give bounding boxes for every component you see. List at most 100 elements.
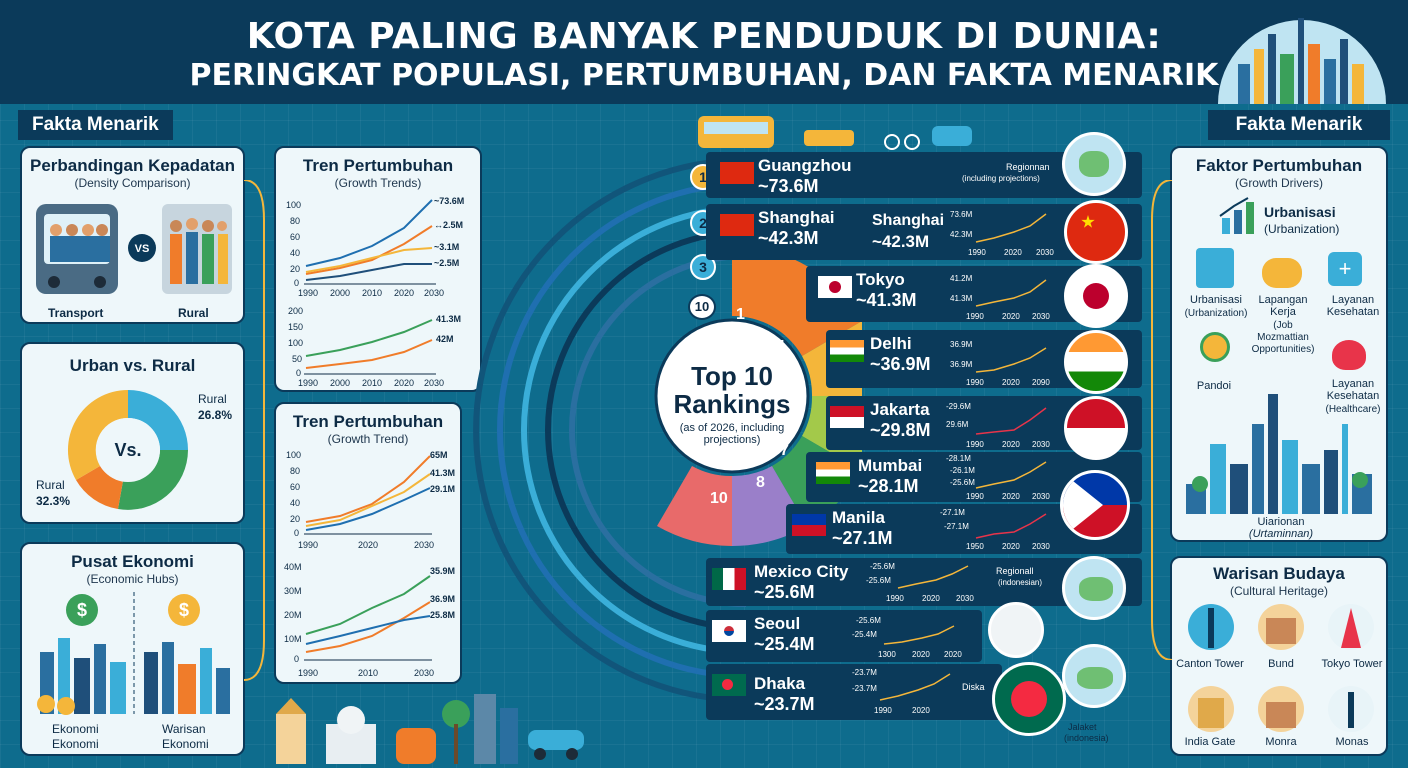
- ring-number-6: 6: [790, 406, 799, 423]
- driver-item-1: Urbanisasi: [1190, 294, 1242, 306]
- driver-item-1-sub: (Urbanization): [1184, 308, 1248, 319]
- heritage-item-3: Tokyo Tower: [1321, 658, 1383, 670]
- rank-year-1: 1990: [966, 312, 984, 321]
- drivers-subtitle: (Growth Drivers): [1234, 176, 1323, 190]
- drivers-title: Faktor Pertumbuhan: [1195, 156, 1363, 175]
- rank-tick-2: -23.7M: [852, 684, 877, 693]
- rank-tick-2: -25.4M: [852, 630, 877, 639]
- t2b-y-30m: 30M: [284, 586, 302, 596]
- flag-china-icon: [720, 162, 754, 184]
- flag-philippines-circle-icon: [1060, 470, 1130, 540]
- flag-japan-circle-icon: [1064, 264, 1128, 328]
- rank-note: Regionall: [996, 566, 1034, 576]
- flag-india-circle-icon: [1064, 330, 1128, 394]
- driver-item-2b: Kerja: [1270, 306, 1296, 318]
- rank-year-1: 1300: [878, 650, 896, 659]
- trend1-subtitle: (Growth Trends): [334, 176, 422, 190]
- rank-year-2: 2020: [912, 706, 930, 715]
- heritage-item-2: Bund: [1268, 658, 1294, 670]
- t1-label-2: ↔2.5M: [434, 220, 463, 230]
- city-buildings-icon: [1196, 248, 1234, 288]
- rank-pop: ~25.4M: [754, 634, 815, 654]
- flag-china-circle-icon: [1064, 200, 1128, 264]
- rank-year-3: 2030: [1032, 312, 1050, 321]
- rank-row-seoul[interactable]: Seoul ~25.4M -25.6M -25.4M 1300 2020 202…: [706, 610, 982, 662]
- t2-label-3: 29.1M: [430, 484, 455, 494]
- t1b-y-100: 100: [288, 338, 303, 348]
- urb-title: Urbanisasi: [1264, 204, 1336, 220]
- map-indonesia-icon: [1062, 644, 1126, 708]
- econ-subtitle: (Economic Hubs): [86, 572, 179, 586]
- rank-city: Seoul: [754, 614, 801, 633]
- rank-row-mumbai[interactable]: Mumbai ~28.1M -28.1M -26.1M -25.6M 1990 …: [806, 452, 1142, 502]
- rank-row-dhaka[interactable]: Dhaka ~23.7M -23.7M -23.7M 1990 2020 Dis…: [706, 664, 1002, 720]
- page-title: KOTA PALING BANYAK PENDUDUK DI DUNIA:: [246, 16, 1162, 57]
- rank-pop: ~73.6M: [758, 176, 819, 196]
- driver-item-2: Lapangan: [1258, 294, 1308, 306]
- t2b-y-20m: 20M: [284, 610, 302, 620]
- donut-label-2: Rural: [36, 478, 65, 492]
- t2-y-100: 100: [286, 450, 301, 460]
- t1-y-80: 80: [290, 216, 300, 226]
- flag-india-icon: [816, 462, 850, 484]
- flag-philippines-icon: [792, 514, 826, 536]
- t2-label-1: 65M: [430, 450, 448, 460]
- rank-city: Guangzhou: [758, 156, 852, 175]
- trend1-line-charts: 100 80 60 40 20 0 1990 2000 2010 2020 20…: [286, 196, 464, 388]
- rank-pop: ~27.1M: [832, 528, 893, 548]
- t1-x-2010: 2010: [362, 288, 382, 298]
- t1b-label-2: 42M: [436, 334, 454, 344]
- heritage-item-5: Monra: [1265, 736, 1297, 748]
- urb-subtitle: (Urbanization): [1264, 222, 1340, 236]
- rank-year-2: 2020: [1004, 248, 1022, 257]
- density-label-rural: Rural: [178, 306, 209, 320]
- t2b-x-1990: 1990: [298, 668, 318, 678]
- t1b-y-50: 50: [292, 354, 302, 364]
- canton-tower-icon[interactable]: [1188, 604, 1234, 650]
- heritage-subtitle: (Cultural Heritage): [1229, 584, 1329, 598]
- rank-sparkline: [879, 673, 951, 701]
- rank-tick-3: -25.6M: [950, 478, 975, 487]
- rank-year-1: 1990: [886, 594, 904, 603]
- t1-x-1990: 1990: [298, 288, 318, 298]
- rank-city: Delhi: [870, 334, 912, 353]
- ring-number-4: 4: [776, 338, 785, 355]
- rank-tick-1: 41.2M: [950, 274, 973, 283]
- t2-y-60: 60: [290, 482, 300, 492]
- econ-label-a2: Ekonomi: [52, 737, 99, 751]
- econ-label-b2: Ekonomi: [162, 737, 209, 751]
- bund-icon[interactable]: [1258, 604, 1304, 650]
- econ-title: Pusat Ekonomi: [71, 552, 194, 571]
- map-southeast-asia-icon: [1062, 556, 1126, 620]
- driver-item-3: Layanan: [1331, 294, 1375, 306]
- right-connectors: [1151, 180, 1172, 660]
- globe-coins-icon: [1200, 332, 1230, 362]
- t2-label-2: 41.3M: [430, 468, 455, 478]
- rank-year-1: 1990: [874, 706, 892, 715]
- rank-year-1: 1990: [966, 440, 984, 449]
- t1b-y-200: 200: [288, 306, 303, 316]
- monra-icon[interactable]: [1258, 686, 1304, 732]
- t2b-label-2: 36.9M: [430, 594, 455, 604]
- t1-y-20: 20: [290, 264, 300, 274]
- handshake-icon: [1262, 258, 1302, 288]
- monas-icon[interactable]: [1328, 686, 1374, 732]
- t2b-x-2010: 2010: [358, 668, 378, 678]
- tokyo-tower-icon[interactable]: [1328, 604, 1374, 650]
- t1b-y-0: 0: [296, 368, 301, 378]
- trend1-title: Tren Pertumbuhan: [302, 156, 454, 175]
- drivers-footer: Uiarionan: [1257, 516, 1305, 528]
- t1-y-0: 0: [294, 278, 299, 288]
- city-skyline-illustration: [1186, 394, 1372, 514]
- t2-y-40: 40: [290, 498, 300, 508]
- driver-item-2-sub3: Opportunities): [1251, 344, 1315, 355]
- donut-value-1: 26.8%: [198, 408, 233, 422]
- india-gate-icon[interactable]: [1188, 686, 1234, 732]
- flag-mexico-icon: [712, 568, 746, 590]
- t1-label-4: ~2.5M: [434, 258, 459, 268]
- t1b-x-1990: 1990: [298, 378, 318, 388]
- rank-sparkline: [897, 565, 969, 589]
- rank-tick-2: 42.3M: [950, 230, 973, 239]
- t1-y-100: 100: [286, 200, 301, 210]
- driver-item-2-sub2: Mozmattian: [1257, 332, 1309, 343]
